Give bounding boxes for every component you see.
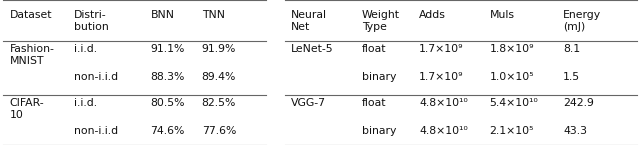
Text: 242.9: 242.9 (563, 98, 594, 108)
Text: 2.1×10⁵: 2.1×10⁵ (490, 126, 534, 136)
Text: float: float (362, 98, 386, 108)
Text: float: float (362, 44, 386, 54)
Text: 82.5%: 82.5% (202, 98, 236, 108)
Text: 88.3%: 88.3% (150, 72, 185, 83)
Text: 1.7×10⁹: 1.7×10⁹ (419, 44, 464, 54)
Text: Adds: Adds (419, 10, 446, 20)
Text: 89.4%: 89.4% (202, 72, 236, 83)
Text: i.i.d.: i.i.d. (74, 98, 97, 108)
Text: VGG-7: VGG-7 (291, 98, 326, 108)
Text: binary: binary (362, 72, 396, 83)
Text: 43.3: 43.3 (563, 126, 588, 136)
Text: i.i.d.: i.i.d. (74, 44, 97, 54)
Text: Muls: Muls (490, 10, 515, 20)
Text: 1.0×10⁵: 1.0×10⁵ (490, 72, 534, 83)
Text: TNN: TNN (202, 10, 225, 20)
Text: non-i.i.d: non-i.i.d (74, 126, 118, 136)
Text: 74.6%: 74.6% (150, 126, 185, 136)
Text: Energy
(mJ): Energy (mJ) (563, 10, 602, 32)
Text: BNN: BNN (150, 10, 174, 20)
Text: 1.8×10⁹: 1.8×10⁹ (490, 44, 534, 54)
Text: binary: binary (362, 126, 396, 136)
Text: 91.9%: 91.9% (202, 44, 236, 54)
Text: 77.6%: 77.6% (202, 126, 236, 136)
Text: 4.8×10¹⁰: 4.8×10¹⁰ (419, 98, 468, 108)
Text: 1.7×10⁹: 1.7×10⁹ (419, 72, 464, 83)
Text: Weight
Type: Weight Type (362, 10, 399, 32)
Text: non-i.i.d: non-i.i.d (74, 72, 118, 83)
Text: 4.8×10¹⁰: 4.8×10¹⁰ (419, 126, 468, 136)
Text: Fashion-
MNIST: Fashion- MNIST (10, 44, 54, 66)
Text: LeNet-5: LeNet-5 (291, 44, 334, 54)
Text: 5.4×10¹⁰: 5.4×10¹⁰ (490, 98, 538, 108)
Text: 1.5: 1.5 (563, 72, 580, 83)
Text: 91.1%: 91.1% (150, 44, 185, 54)
Text: Neural
Net: Neural Net (291, 10, 327, 32)
Text: 80.5%: 80.5% (150, 98, 185, 108)
Text: 8.1: 8.1 (563, 44, 580, 54)
Text: Distri-
bution: Distri- bution (74, 10, 108, 32)
Text: CIFAR-
10: CIFAR- 10 (10, 98, 44, 120)
Text: Dataset: Dataset (10, 10, 52, 20)
